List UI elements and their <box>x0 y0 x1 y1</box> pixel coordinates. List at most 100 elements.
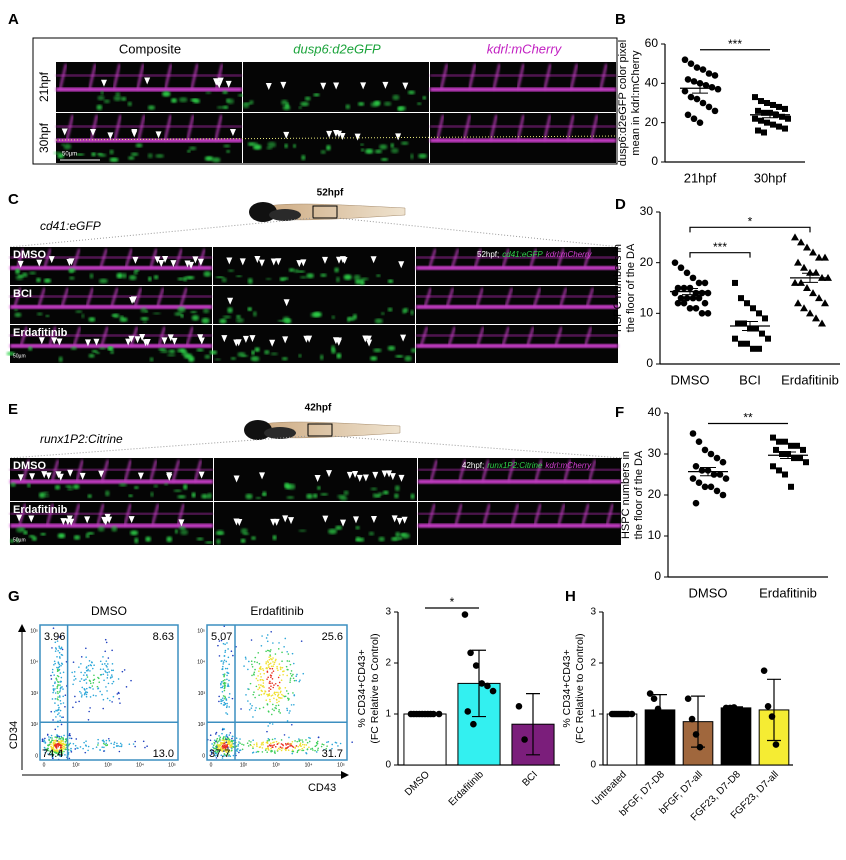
event-dot <box>84 744 87 747</box>
cell <box>378 536 385 542</box>
micrograph <box>430 113 616 163</box>
event-dot <box>72 661 75 663</box>
event-dot <box>146 745 148 748</box>
data-point <box>755 107 761 114</box>
y-axis-label: HSPC numbers in <box>612 244 624 332</box>
x-tick-label: Erdafitinib <box>759 585 817 600</box>
arrowhead <box>161 337 168 345</box>
cell <box>91 349 98 353</box>
significance-label: *** <box>728 37 742 51</box>
event-dot <box>223 748 226 751</box>
cell <box>201 317 210 324</box>
cell <box>226 149 231 153</box>
event-dot <box>268 682 271 684</box>
event-dot <box>58 750 61 752</box>
event-dot <box>280 743 283 745</box>
event-dot <box>277 693 280 696</box>
axis-tick-label: 10⁴ <box>30 660 38 666</box>
data-point <box>680 284 688 292</box>
event-dot <box>56 687 58 690</box>
event-dot <box>315 751 318 753</box>
event-dot <box>59 709 62 712</box>
cell <box>392 94 400 101</box>
vessel <box>556 248 565 269</box>
event-dot <box>259 666 262 668</box>
event-dot <box>63 750 65 753</box>
vessel <box>48 326 57 347</box>
cell <box>128 275 137 281</box>
event-dot <box>253 674 255 676</box>
data-point <box>713 487 721 495</box>
vessel <box>418 468 621 471</box>
arrowhead <box>233 475 240 483</box>
data-point <box>821 299 829 307</box>
event-dot <box>62 671 65 674</box>
event-dot <box>247 745 250 747</box>
data-point <box>470 720 477 728</box>
event-dot <box>229 741 232 743</box>
data-point <box>684 695 692 702</box>
event-dot <box>269 674 272 677</box>
event-dot <box>59 672 62 674</box>
data-point <box>646 690 654 697</box>
event-dot <box>279 666 282 669</box>
event-dot <box>291 749 294 751</box>
event-dot <box>51 757 54 760</box>
event-dot <box>267 695 269 697</box>
cell <box>162 91 171 97</box>
event-dot <box>226 667 229 670</box>
vessel <box>430 74 616 77</box>
event-dot <box>273 750 276 752</box>
event-dot <box>317 747 319 750</box>
vessel <box>516 63 525 90</box>
event-dot <box>63 745 65 748</box>
event-dot <box>294 740 296 742</box>
vessel <box>37 287 46 308</box>
event-dot <box>97 738 99 741</box>
event-dot <box>331 743 334 746</box>
axis-tick-label: 10⁴ <box>305 762 313 768</box>
event-dot <box>277 669 279 672</box>
event-dot <box>303 743 306 746</box>
data-point <box>461 611 469 618</box>
event-dot <box>263 672 265 675</box>
arrowhead <box>134 336 141 344</box>
zoom-line <box>331 435 623 459</box>
data-point <box>701 279 709 287</box>
event-dot <box>62 738 64 741</box>
cell <box>221 277 227 283</box>
cell <box>58 356 63 363</box>
data-point <box>770 434 776 441</box>
cell <box>235 318 244 323</box>
event-dot <box>235 749 238 751</box>
cell <box>134 486 139 490</box>
axis-tick-label: 10² <box>198 722 206 728</box>
cell <box>14 308 18 312</box>
event-dot <box>268 663 271 665</box>
arrowhead <box>198 337 205 345</box>
event-dot <box>229 755 232 758</box>
event-dot <box>74 748 77 750</box>
data-point <box>693 64 701 71</box>
cell <box>252 311 257 317</box>
event-dot <box>268 649 270 652</box>
event-dot <box>98 681 101 684</box>
event-dot <box>300 640 303 642</box>
event-dot <box>277 676 280 679</box>
vessel <box>428 248 437 269</box>
event-dot <box>277 691 279 694</box>
arrowhead <box>170 260 177 268</box>
cell <box>223 144 231 148</box>
axis-tick-label: 10⁴ <box>136 762 144 768</box>
arrowhead <box>396 517 403 525</box>
event-dot <box>119 742 122 745</box>
data-point <box>701 446 709 454</box>
event-dot <box>224 755 226 757</box>
data-point <box>472 662 480 669</box>
cell <box>174 529 178 534</box>
vessel <box>416 334 618 337</box>
cell <box>331 348 336 354</box>
event-dot <box>225 706 228 709</box>
cell <box>149 357 154 362</box>
event-dot <box>269 698 271 701</box>
